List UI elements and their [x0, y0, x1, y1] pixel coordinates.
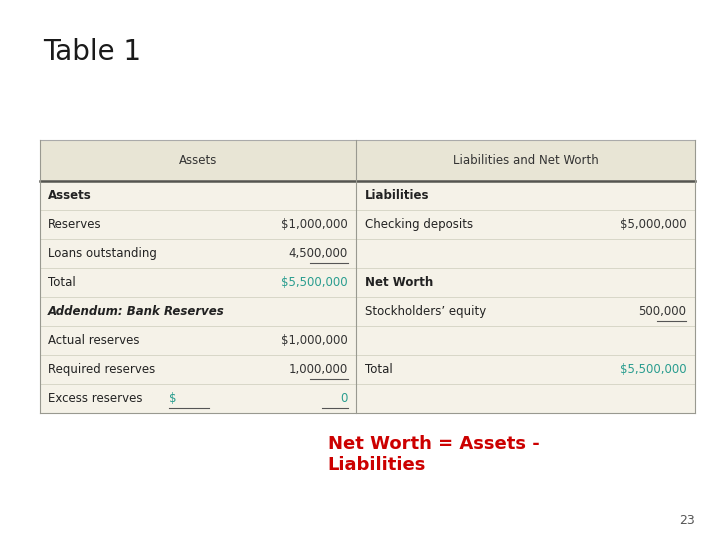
Text: 23: 23 — [679, 514, 695, 526]
Text: Loans outstanding: Loans outstanding — [48, 247, 157, 260]
Text: $: $ — [169, 392, 176, 405]
Text: Reserves: Reserves — [48, 218, 102, 231]
Text: Table 1: Table 1 — [43, 38, 141, 66]
Text: Net Worth: Net Worth — [365, 276, 433, 289]
Text: $5,500,000: $5,500,000 — [619, 363, 686, 376]
Text: 500,000: 500,000 — [638, 305, 686, 318]
Text: $5,500,000: $5,500,000 — [281, 276, 348, 289]
Text: Excess reserves: Excess reserves — [48, 392, 143, 405]
Text: $1,000,000: $1,000,000 — [281, 334, 348, 347]
Text: 4,500,000: 4,500,000 — [289, 247, 348, 260]
Text: Net Worth = Assets -
Liabilities: Net Worth = Assets - Liabilities — [328, 435, 539, 474]
Text: $1,000,000: $1,000,000 — [281, 218, 348, 231]
Text: $5,000,000: $5,000,000 — [619, 218, 686, 231]
Text: 1,000,000: 1,000,000 — [289, 363, 348, 376]
Text: Total: Total — [365, 363, 393, 376]
Text: Stockholders’ equity: Stockholders’ equity — [365, 305, 486, 318]
Text: Assets: Assets — [48, 189, 92, 202]
Text: Addendum: Bank Reserves: Addendum: Bank Reserves — [48, 305, 225, 318]
Text: Total: Total — [48, 276, 76, 289]
FancyBboxPatch shape — [40, 140, 695, 413]
Text: 0: 0 — [341, 392, 348, 405]
FancyBboxPatch shape — [40, 140, 695, 181]
Text: Liabilities: Liabilities — [365, 189, 430, 202]
Text: Required reserves: Required reserves — [48, 363, 156, 376]
Text: Checking deposits: Checking deposits — [365, 218, 473, 231]
Text: Liabilities and Net Worth: Liabilities and Net Worth — [453, 154, 598, 167]
Text: Actual reserves: Actual reserves — [48, 334, 140, 347]
Text: Assets: Assets — [179, 154, 217, 167]
